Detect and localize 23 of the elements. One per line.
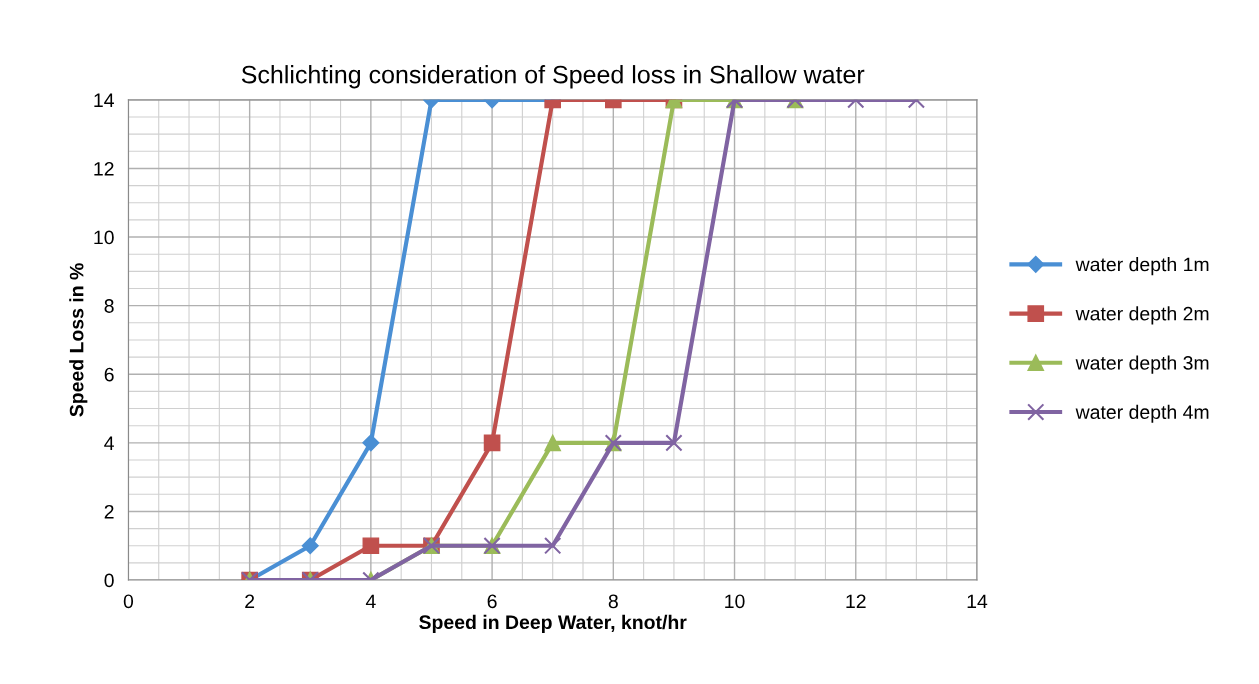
legend-label: water depth 3m	[1075, 355, 1209, 374]
x-tick-label: 4	[365, 594, 376, 609]
x-tick-label: 2	[245, 594, 255, 609]
y-tick-label: 10	[94, 230, 114, 245]
chart-title: Schlichting consideration of Speed loss in Shallow water	[241, 65, 865, 89]
y-tick-label: 12	[94, 161, 114, 176]
y-tick-label: 6	[104, 367, 114, 382]
legend-label: water depth 4m	[1075, 404, 1209, 423]
y-axis-title: Speed Loss in %	[69, 263, 88, 417]
y-tick-label: 2	[104, 504, 114, 519]
x-tick-label: 0	[123, 594, 134, 609]
legend-label: water depth 2m	[1075, 306, 1209, 325]
y-tick-label: 8	[104, 299, 114, 313]
x-tick-label: 8	[608, 594, 618, 609]
y-tick-label: 14	[94, 93, 114, 107]
legend-label: water depth 1m	[1075, 257, 1209, 276]
x-tick-label: 14	[967, 594, 988, 609]
y-tick-label: 0	[104, 573, 114, 588]
x-tick-label: 10	[725, 594, 745, 609]
y-tick-label: 4	[104, 436, 114, 450]
x-axis-title: Speed in Deep Water, knot/hr	[419, 614, 687, 633]
x-tick-label: 12	[846, 594, 866, 609]
x-tick-label: 6	[487, 594, 497, 609]
